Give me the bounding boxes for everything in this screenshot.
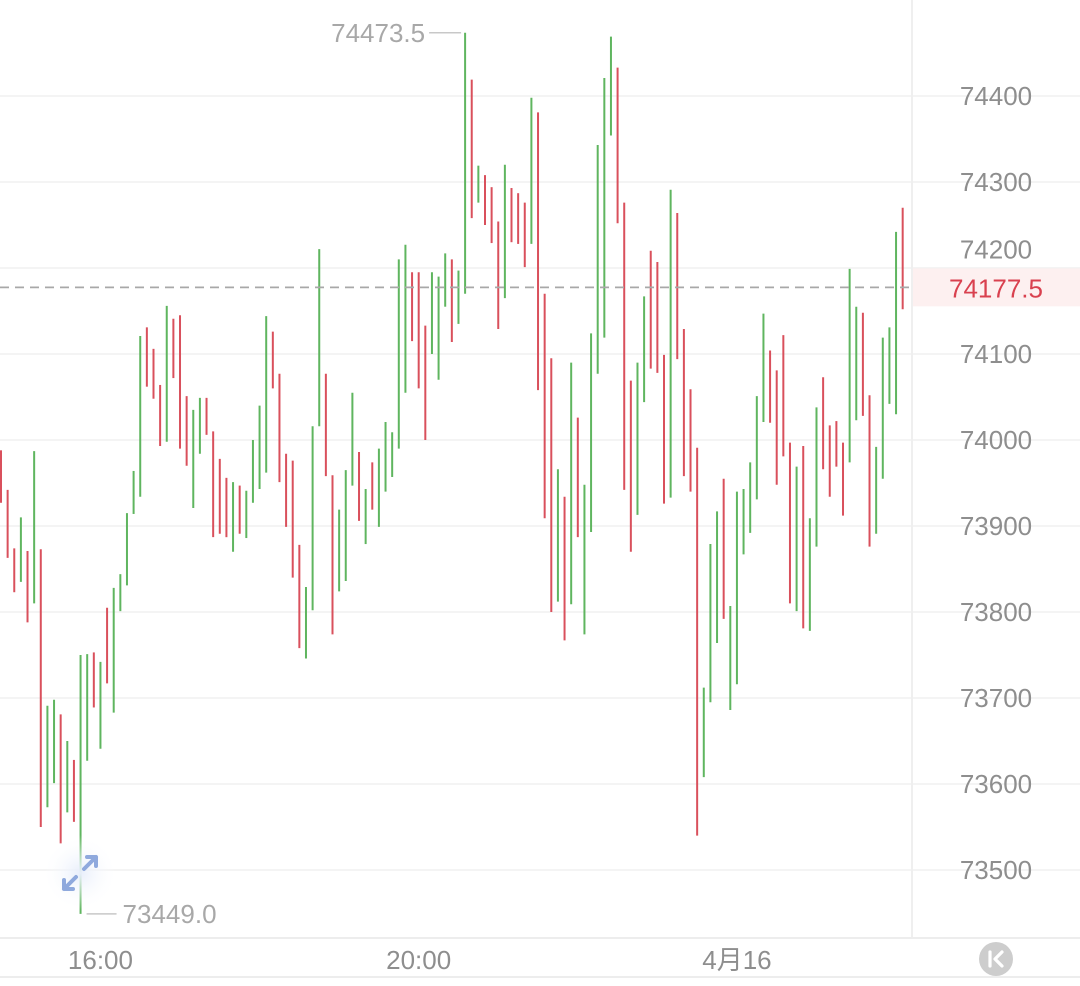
high-marker-label: 74473.5: [331, 18, 425, 48]
expand-button[interactable]: [42, 835, 118, 911]
price-tick-label: 74100: [960, 339, 1032, 369]
expand-arrows-icon: [62, 855, 98, 891]
price-tick-label: 73700: [960, 683, 1032, 713]
price-bars: [0, 32, 904, 914]
gridlines: [0, 95, 1080, 871]
jump-to-latest-icon: [988, 950, 1004, 968]
price-tick-label: 74000: [960, 425, 1032, 455]
time-axis: 16:00 20:00 4月16: [68, 945, 772, 975]
price-tick-label: 73500: [960, 855, 1032, 885]
jump-to-latest-button[interactable]: [979, 942, 1013, 976]
price-tick-label: 73900: [960, 511, 1032, 541]
time-tick-label: 4月16: [702, 945, 771, 975]
price-tick-label: 73600: [960, 769, 1032, 799]
price-tick-label: 73800: [960, 597, 1032, 627]
last-price-label: 74177.5: [949, 273, 1043, 303]
price-axis: 74400 74300 74200 74100 74000 73900 73800 73700…: [960, 81, 1032, 885]
price-tick-label: 74200: [960, 234, 1032, 264]
time-tick-label: 16:00: [68, 945, 133, 975]
price-tick-label: 74400: [960, 81, 1032, 111]
time-tick-label: 20:00: [386, 945, 451, 975]
extreme-markers: 74473.5 73449.0: [86, 18, 462, 929]
price-tick-label: 74300: [960, 167, 1032, 197]
last-price-highlight: [913, 268, 1080, 307]
low-marker-label: 73449.0: [123, 899, 217, 929]
